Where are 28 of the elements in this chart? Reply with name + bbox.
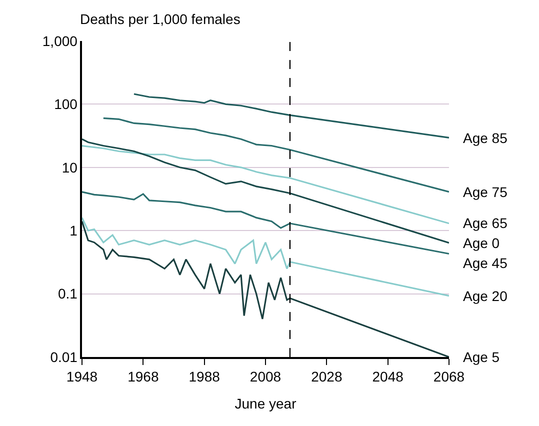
y-tick-label: 10	[62, 159, 78, 176]
series-label: Age 0	[463, 235, 500, 251]
y-tick-label: 1,000	[42, 32, 78, 49]
y-tick-label: 0.1	[58, 286, 78, 302]
line-series	[82, 191, 449, 255]
line-series	[82, 138, 449, 244]
line-series	[133, 93, 449, 139]
series-label: Age 85	[463, 130, 508, 146]
y-tick-label: 0.01	[50, 348, 78, 365]
y-tick-label: 100	[54, 96, 78, 112]
y-axis-title: Deaths per 1,000 females	[80, 11, 240, 27]
x-tick-label: 1948	[66, 368, 98, 385]
series-label: Age 65	[463, 215, 508, 231]
x-tick-label: 1968	[128, 368, 159, 385]
x-tick-label: 1988	[188, 368, 220, 385]
series-label: Age 20	[463, 288, 508, 304]
series-label: Age 75	[463, 184, 508, 200]
series-label: Age 5	[463, 349, 500, 365]
x-tick-label: 2028	[311, 368, 342, 385]
line-series	[82, 144, 449, 224]
line-series	[102, 117, 449, 193]
x-axis-title: June year	[234, 395, 297, 412]
x-tick-label: 2008	[250, 368, 282, 385]
x-tick-label: 2068	[433, 368, 465, 385]
x-tick-label: 2048	[372, 368, 404, 385]
line-series	[82, 216, 449, 297]
y-tick-label: 1	[70, 222, 78, 238]
series-label: Age 45	[463, 255, 508, 271]
